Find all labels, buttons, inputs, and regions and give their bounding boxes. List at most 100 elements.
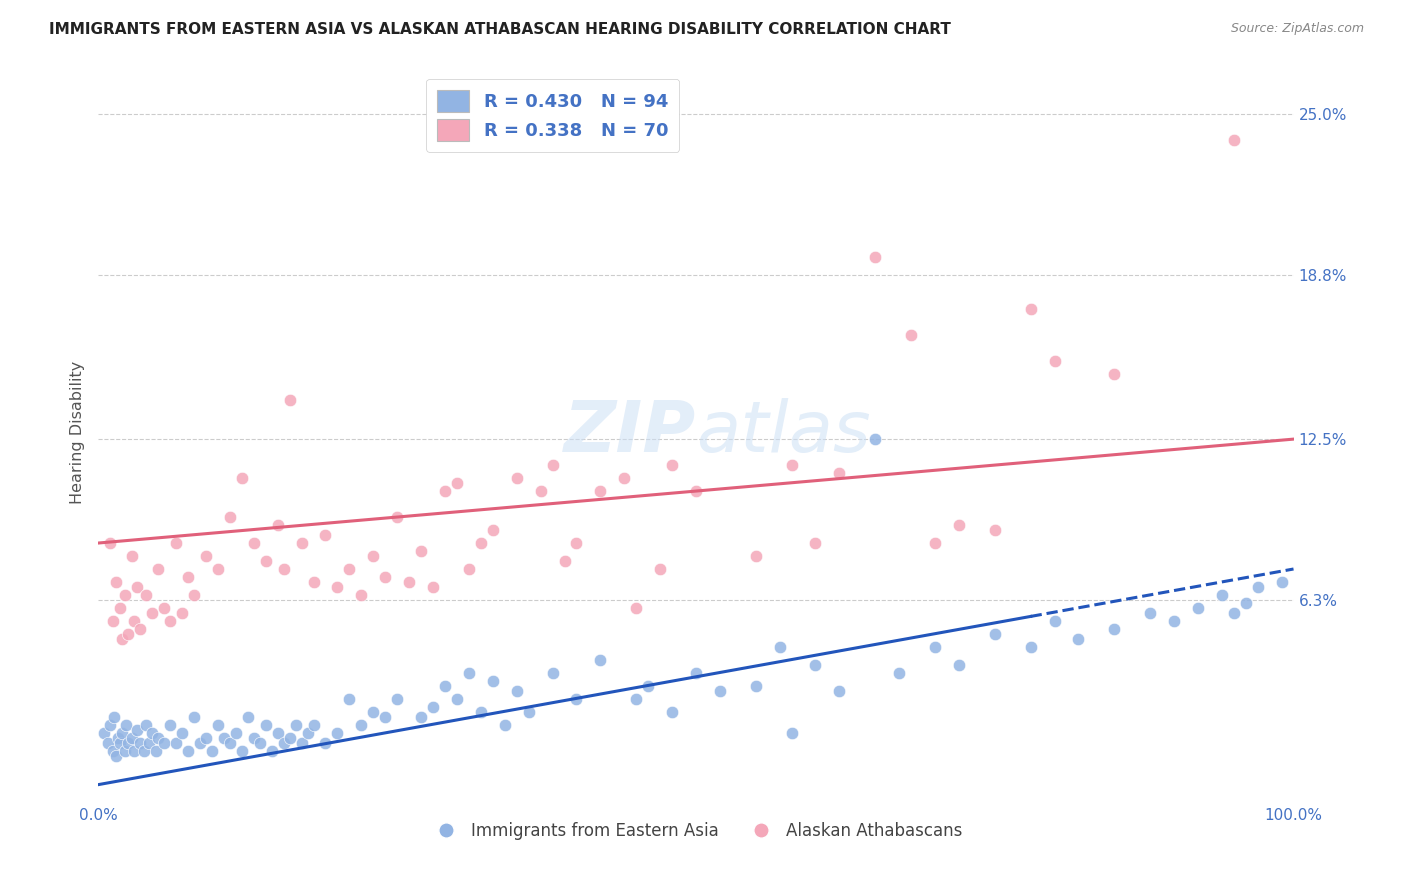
- Point: [225, 725, 247, 739]
- Point: [541, 458, 564, 472]
- Point: [374, 710, 396, 724]
- Point: [517, 705, 540, 719]
- Point: [637, 679, 659, 693]
- Text: ZIP: ZIP: [564, 398, 696, 467]
- Point: [302, 718, 325, 732]
- Point: [339, 692, 361, 706]
- Point: [135, 588, 157, 602]
- Point: [121, 549, 143, 563]
- Point: [984, 627, 1007, 641]
- Point: [254, 718, 277, 732]
- Point: [111, 632, 134, 647]
- Point: [231, 471, 253, 485]
- Point: [1043, 614, 1066, 628]
- Point: [1234, 596, 1257, 610]
- Point: [243, 731, 266, 745]
- Point: [219, 510, 242, 524]
- Point: [446, 476, 468, 491]
- Point: [1019, 640, 1042, 654]
- Point: [1067, 632, 1090, 647]
- Point: [111, 725, 134, 739]
- Point: [231, 744, 253, 758]
- Point: [97, 736, 120, 750]
- Point: [183, 588, 205, 602]
- Point: [108, 601, 131, 615]
- Point: [177, 570, 200, 584]
- Text: atlas: atlas: [696, 398, 870, 467]
- Point: [108, 736, 131, 750]
- Point: [650, 562, 672, 576]
- Point: [470, 536, 492, 550]
- Point: [165, 736, 187, 750]
- Point: [284, 718, 307, 732]
- Point: [249, 736, 271, 750]
- Point: [153, 736, 176, 750]
- Point: [1223, 606, 1246, 620]
- Point: [470, 705, 492, 719]
- Point: [101, 744, 124, 758]
- Point: [398, 574, 420, 589]
- Text: Source: ZipAtlas.com: Source: ZipAtlas.com: [1230, 22, 1364, 36]
- Point: [411, 710, 433, 724]
- Legend: Immigrants from Eastern Asia, Alaskan Athabascans: Immigrants from Eastern Asia, Alaskan At…: [423, 815, 969, 847]
- Point: [865, 250, 887, 264]
- Point: [374, 570, 396, 584]
- Point: [589, 653, 612, 667]
- Point: [188, 736, 211, 750]
- Point: [195, 549, 218, 563]
- Point: [685, 484, 707, 499]
- Point: [278, 393, 301, 408]
- Point: [565, 692, 588, 706]
- Point: [117, 627, 139, 641]
- Point: [804, 658, 827, 673]
- Point: [153, 601, 176, 615]
- Point: [172, 725, 194, 739]
- Point: [613, 471, 636, 485]
- Point: [107, 731, 129, 745]
- Y-axis label: Hearing Disability: Hearing Disability: [69, 361, 84, 504]
- Point: [98, 718, 122, 732]
- Point: [201, 744, 224, 758]
- Point: [422, 699, 444, 714]
- Point: [267, 517, 290, 532]
- Point: [114, 744, 136, 758]
- Point: [482, 523, 505, 537]
- Point: [458, 562, 481, 576]
- Point: [138, 736, 160, 750]
- Point: [745, 679, 768, 693]
- Point: [769, 640, 792, 654]
- Point: [828, 466, 851, 480]
- Point: [385, 692, 409, 706]
- Point: [363, 549, 385, 563]
- Point: [1019, 302, 1042, 317]
- Point: [141, 725, 163, 739]
- Point: [315, 528, 337, 542]
- Point: [165, 536, 187, 550]
- Point: [339, 562, 361, 576]
- Point: [177, 744, 200, 758]
- Point: [900, 328, 922, 343]
- Point: [780, 458, 803, 472]
- Point: [124, 614, 146, 628]
- Point: [626, 601, 648, 615]
- Point: [446, 692, 468, 706]
- Point: [506, 684, 529, 698]
- Point: [434, 679, 457, 693]
- Point: [172, 606, 194, 620]
- Point: [98, 536, 122, 550]
- Point: [565, 536, 588, 550]
- Point: [1104, 622, 1126, 636]
- Point: [273, 562, 295, 576]
- Point: [103, 710, 125, 724]
- Point: [273, 736, 295, 750]
- Point: [865, 432, 887, 446]
- Point: [105, 574, 128, 589]
- Point: [458, 665, 481, 680]
- Point: [924, 536, 946, 550]
- Point: [125, 723, 148, 737]
- Point: [411, 544, 433, 558]
- Point: [124, 744, 146, 758]
- Point: [236, 710, 259, 724]
- Point: [243, 536, 266, 550]
- Point: [291, 736, 314, 750]
